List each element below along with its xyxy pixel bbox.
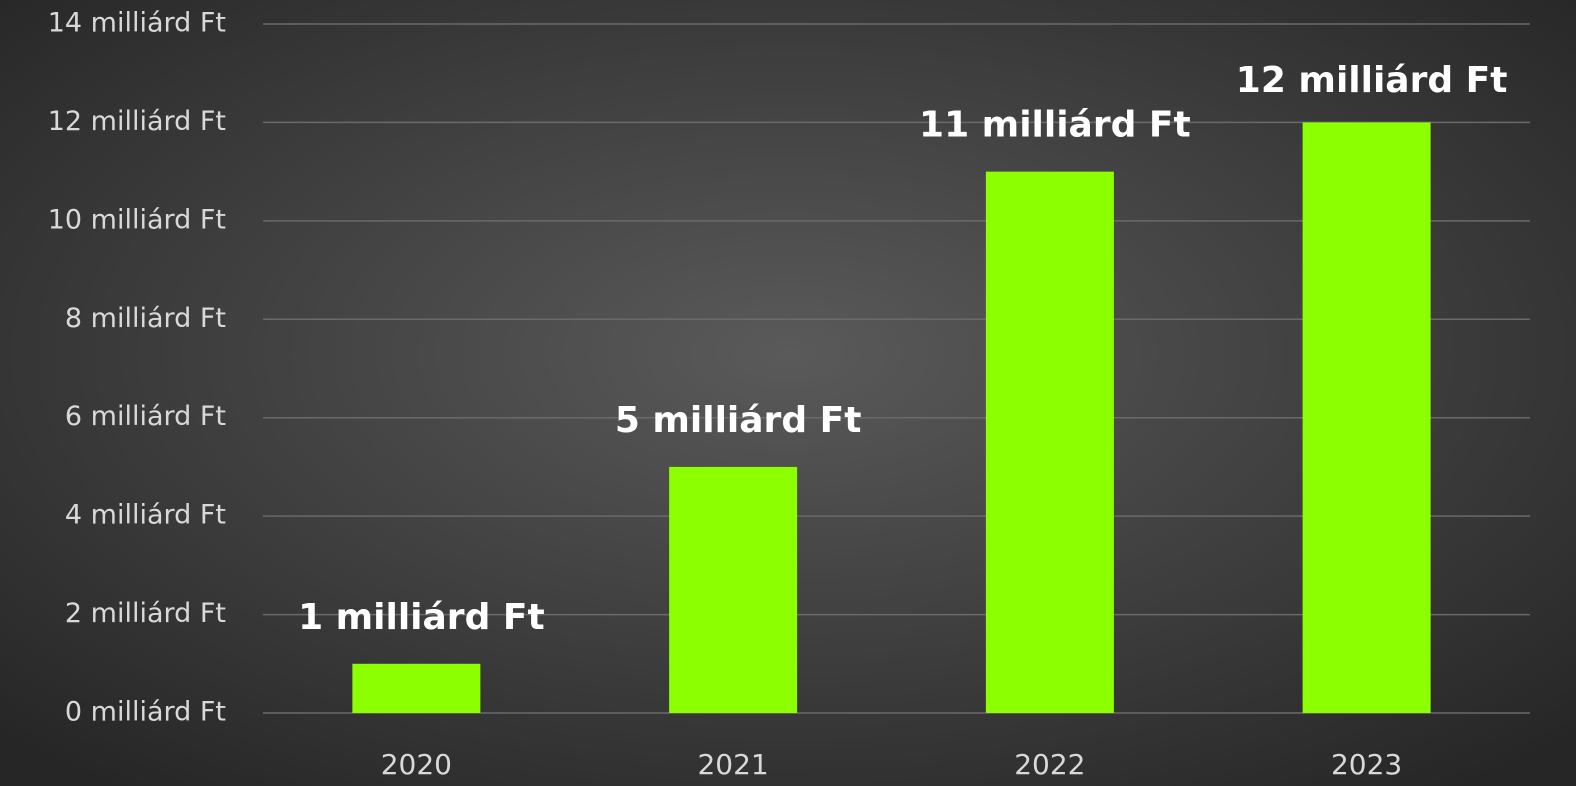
y-tick-label: 14 milliárd Ft	[48, 8, 226, 39]
x-tick-label: 2021	[697, 748, 768, 781]
y-tick-label: 6 milliárd Ft	[65, 401, 226, 432]
data-label: 11 milliárd Ft	[919, 105, 1191, 146]
x-tick-label: 2020	[381, 748, 452, 781]
y-tick-label: 12 milliárd Ft	[48, 106, 226, 137]
y-tick-label: 4 milliárd Ft	[65, 500, 226, 531]
data-label: 5 milliárd Ft	[615, 400, 862, 441]
data-label: 12 milliárd Ft	[1236, 60, 1508, 101]
x-tick-label: 2023	[1331, 748, 1402, 781]
y-tick-label: 8 milliárd Ft	[65, 303, 226, 334]
bar	[985, 171, 1114, 714]
bar	[1302, 122, 1431, 713]
y-tick-label: 10 milliárd Ft	[48, 204, 226, 235]
bar	[669, 466, 798, 713]
y-tick-label: 0 milliárd Ft	[65, 697, 226, 728]
x-tick-label: 2022	[1014, 748, 1085, 781]
y-tick-label: 2 milliárd Ft	[65, 598, 226, 629]
data-label: 1 milliárd Ft	[298, 597, 545, 638]
bar	[352, 663, 481, 713]
